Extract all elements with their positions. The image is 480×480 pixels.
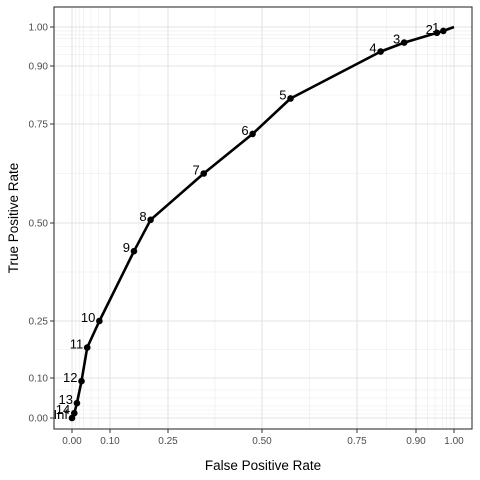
y-tick-label: 0.50: [29, 219, 49, 230]
y-tick-label: 1.00: [29, 23, 49, 34]
roc-point-label: 12: [63, 370, 77, 385]
x-axis-ticks: 0.00 0.10 0.25 0.50 0.75 0.90 1.00: [62, 429, 464, 447]
y-tick-label: 0.10: [29, 374, 49, 385]
roc-point: [433, 29, 441, 37]
x-tick-label: 0.90: [406, 436, 426, 447]
roc-point: [200, 170, 208, 177]
roc-point: [83, 344, 91, 351]
roc-point-label: 11: [70, 337, 84, 352]
roc-point-label: 13: [58, 392, 72, 407]
roc-point-label: 8: [139, 209, 146, 224]
roc-point-label: 1: [432, 20, 439, 35]
x-tick-label: 1.00: [444, 436, 464, 447]
y-tick-label: 0.75: [29, 120, 49, 131]
roc-point-label: 10: [81, 310, 95, 325]
x-axis-title: False Positive Rate: [205, 458, 321, 473]
roc-point: [400, 39, 408, 46]
roc-point: [147, 216, 154, 224]
roc-point-label: 4: [369, 41, 376, 56]
roc-point-label: 6: [241, 123, 248, 138]
roc-point: [377, 48, 384, 55]
roc-point: [78, 377, 85, 385]
x-tick-label: 0.50: [252, 436, 272, 447]
roc-point: [440, 27, 447, 35]
roc-point-label: 3: [393, 32, 400, 47]
x-tick-label: 0.25: [158, 436, 178, 447]
y-axis-title: True Positive Rate: [6, 163, 21, 274]
roc-points: [68, 27, 447, 422]
roc-point: [249, 130, 256, 138]
roc-point-label: 7: [192, 163, 199, 178]
y-tick-label: 0.25: [29, 317, 49, 328]
x-tick-label: 0.10: [100, 436, 120, 447]
major-gridlines: [54, 7, 472, 429]
x-tick-label: 0.75: [347, 436, 367, 447]
roc-point-label: 2: [426, 22, 433, 37]
roc-point: [70, 409, 78, 417]
x-tick-label: 0.00: [62, 436, 82, 447]
roc-point-label: 9: [123, 240, 130, 255]
plot-panel-border: [53, 6, 473, 430]
y-tick-label: 0.00: [29, 414, 49, 425]
roc-point-label: 5: [279, 87, 286, 102]
minor-gridlines: [54, 7, 472, 429]
roc-point: [73, 399, 81, 407]
roc-point: [96, 317, 103, 325]
roc-point-label: 14: [56, 402, 70, 417]
y-tick-label: 0.90: [29, 62, 49, 73]
y-axis-ticks: 0.00 0.10 0.25 0.50 0.75 0.90 1.00: [29, 23, 54, 425]
plot-panel: [54, 7, 472, 429]
roc-point: [130, 247, 138, 255]
roc-point-label: Inf: [54, 407, 69, 422]
roc-curve-line: [70, 25, 455, 419]
roc-point: [287, 95, 294, 102]
